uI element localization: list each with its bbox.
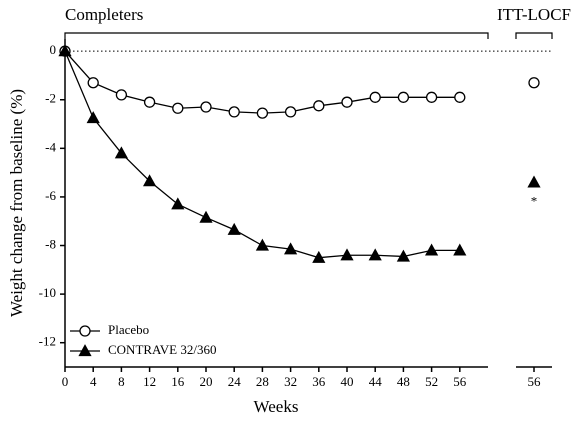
marker — [143, 96, 156, 108]
x-tick-label: 56 — [528, 374, 542, 389]
marker — [453, 243, 467, 256]
marker — [454, 91, 466, 103]
legend-label: Placebo — [108, 322, 149, 337]
marker — [227, 222, 241, 235]
marker — [425, 91, 438, 103]
marker — [340, 248, 354, 261]
y-tick-label: 0 — [50, 42, 57, 57]
panel-bracket — [64, 32, 489, 39]
x-tick-label: 0 — [62, 374, 69, 389]
marker — [396, 249, 410, 262]
y-tick-label: -10 — [39, 285, 56, 300]
panel-title: Completers — [65, 5, 143, 24]
marker — [200, 101, 212, 113]
marker — [228, 106, 240, 118]
marker — [284, 242, 298, 255]
marker — [172, 102, 184, 114]
marker — [171, 197, 185, 210]
marker — [199, 210, 213, 223]
marker — [115, 89, 128, 101]
marker — [143, 174, 157, 187]
legend-marker — [79, 325, 91, 337]
x-tick-label: 28 — [256, 374, 269, 389]
marker — [86, 111, 100, 124]
marker — [114, 146, 128, 159]
y-tick-label: -4 — [45, 139, 56, 154]
x-tick-label: 48 — [397, 374, 410, 389]
x-tick-label: 4 — [90, 374, 97, 389]
marker — [313, 100, 325, 112]
x-tick-label: 12 — [143, 374, 156, 389]
x-tick-label: 44 — [369, 374, 383, 389]
series-line — [64, 50, 460, 114]
legend-label: CONTRAVE 32/360 — [108, 342, 216, 357]
marker — [58, 44, 72, 57]
x-tick-label: 52 — [425, 374, 438, 389]
x-tick-label: 8 — [118, 374, 125, 389]
x-tick-label: 24 — [228, 374, 242, 389]
y-tick-label: -12 — [39, 334, 56, 349]
marker — [528, 77, 540, 89]
y-tick-label: -8 — [45, 237, 56, 252]
x-tick-label: 56 — [453, 374, 467, 389]
marker — [368, 248, 382, 261]
marker — [527, 175, 541, 188]
marker — [341, 96, 353, 108]
legend-marker — [78, 344, 92, 357]
x-tick-label: 32 — [284, 374, 297, 389]
marker — [369, 91, 381, 103]
x-tick-label: 16 — [171, 374, 185, 389]
marker — [425, 243, 439, 256]
annotation: * — [531, 193, 538, 208]
panel-title: ITT-LOCF — [497, 5, 571, 24]
marker — [284, 106, 297, 118]
marker — [312, 250, 326, 263]
x-tick-label: 36 — [312, 374, 326, 389]
x-axis-label: Weeks — [254, 397, 299, 416]
marker — [397, 91, 410, 103]
x-tick-label: 40 — [341, 374, 354, 389]
y-tick-label: -2 — [45, 91, 56, 106]
y-tick-label: -6 — [45, 188, 56, 203]
panel-bracket — [515, 32, 553, 39]
y-axis-label: Weight change from baseline (%) — [7, 89, 26, 317]
marker — [87, 77, 99, 89]
marker — [255, 238, 269, 251]
x-tick-label: 20 — [200, 374, 213, 389]
marker — [256, 107, 269, 119]
